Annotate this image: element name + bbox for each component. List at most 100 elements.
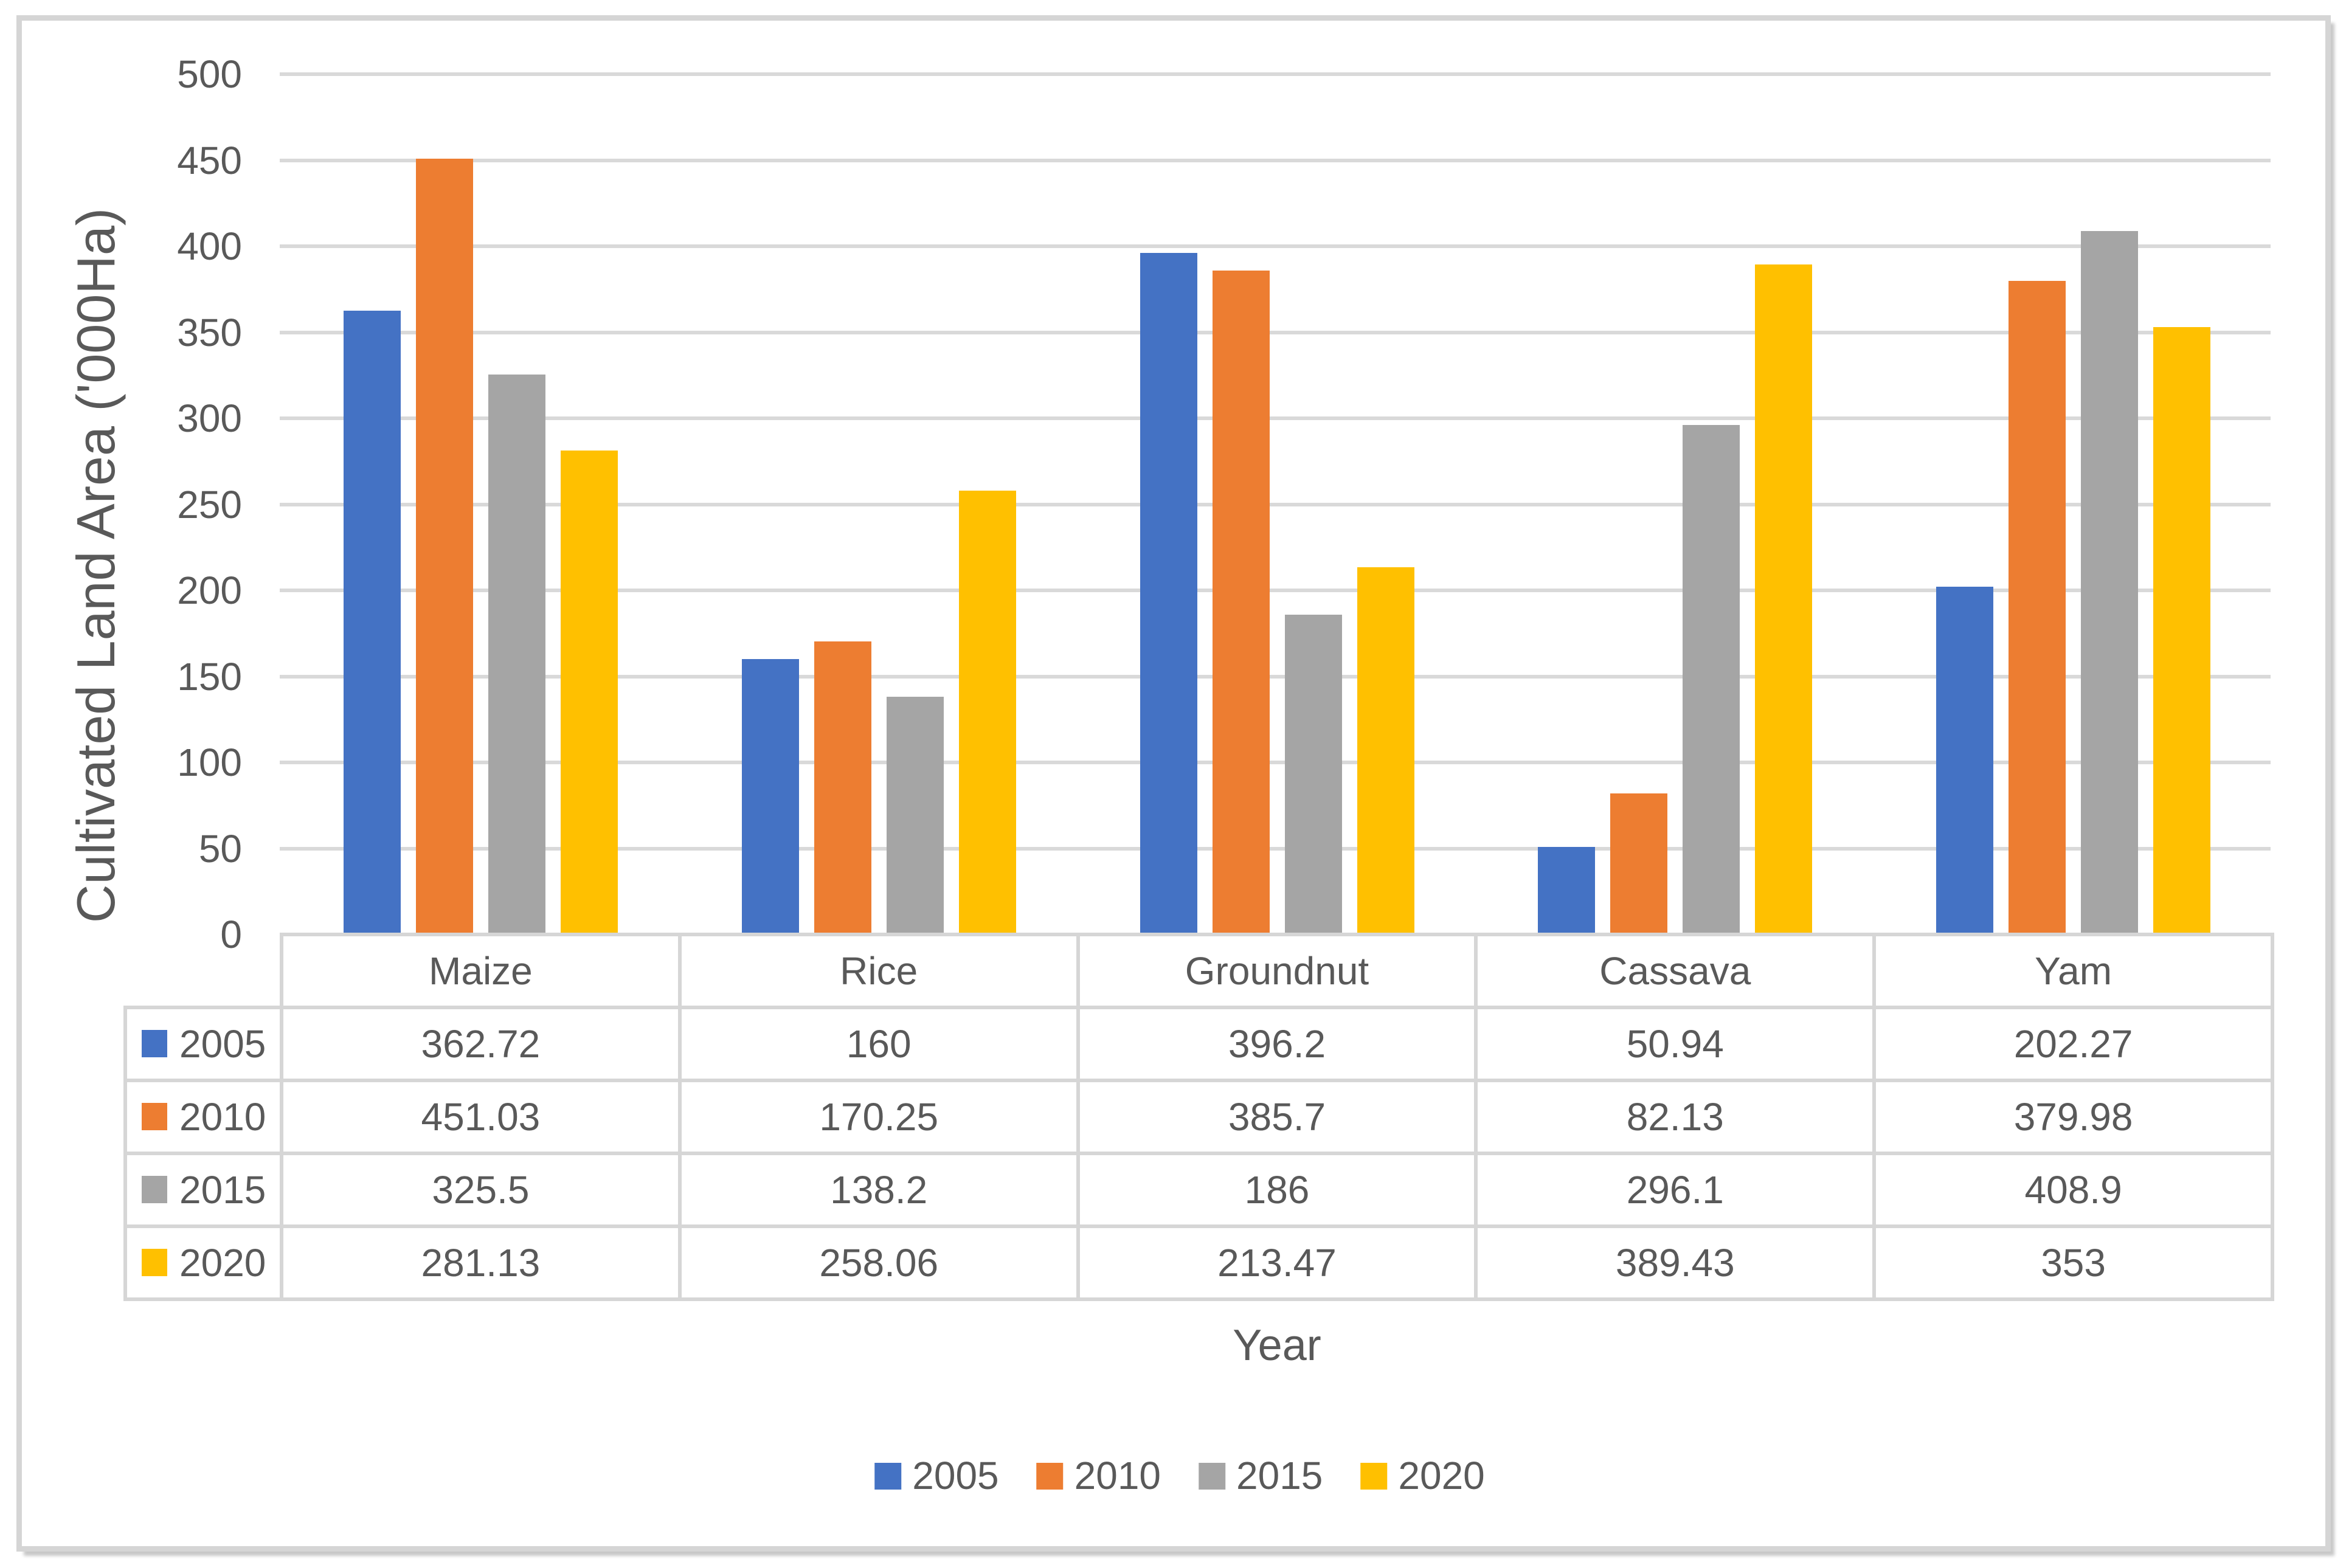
- table-cell-rice-2010: 170.25: [819, 1095, 939, 1139]
- table-cell-cassava-2010: 82.13: [1626, 1095, 1724, 1139]
- legend-swatch-icon: [1199, 1462, 1225, 1490]
- table-cell-yam-2020: 353: [2041, 1241, 2106, 1285]
- table-row-label-2020: 2020: [125, 1226, 282, 1299]
- legend-item-2015: 2015: [1199, 1454, 1323, 1497]
- gridline-350: [280, 330, 2271, 334]
- plot-area: [280, 72, 2271, 934]
- bar-groundnut-2010: [1212, 271, 1270, 934]
- table-cell-groundnut-2005: 396.2: [1228, 1022, 1326, 1066]
- table-row-year: 2020: [179, 1241, 266, 1285]
- bar-rice-2020: [958, 490, 1016, 934]
- bar-cassava-2015: [1683, 425, 1740, 934]
- y-tick-250: 250: [177, 482, 242, 527]
- bar-yam-2010: [2009, 280, 2066, 934]
- bar-maize-2020: [560, 451, 618, 934]
- table-cell-maize-2020: 281.13: [421, 1241, 541, 1285]
- table-row-border-2: [123, 1079, 2274, 1082]
- table-row-label-2005: 2005: [125, 1007, 282, 1080]
- table-row-label-2015: 2015: [125, 1153, 282, 1226]
- legend-item-2020: 2020: [1360, 1454, 1485, 1497]
- table-col-border-2: [1076, 933, 1080, 1301]
- legend-swatch-icon: [1360, 1462, 1388, 1490]
- gridline-250: [280, 502, 2271, 506]
- table-col-border-3: [1474, 933, 1478, 1301]
- table-cell-rice-2020: 258.06: [819, 1241, 939, 1285]
- gridline-150: [280, 674, 2271, 679]
- chart-legend: 2005 2010 2015 2020: [874, 1454, 1485, 1497]
- legend-label: 2015: [1236, 1454, 1323, 1497]
- y-tick-200: 200: [177, 568, 242, 612]
- bar-rice-2005: [741, 659, 799, 934]
- legend-item-2005: 2005: [874, 1454, 999, 1497]
- table-row-label-2010: 2010: [125, 1080, 282, 1153]
- table-cell-yam-2015: 408.9: [2024, 1168, 2122, 1212]
- legend-key-icon: [142, 1249, 167, 1276]
- bar-cassava-2020: [1755, 264, 1813, 934]
- table-row-border-4: [123, 1224, 2274, 1228]
- gridline-300: [280, 416, 2271, 420]
- table-cell-groundnut-2015: 186: [1244, 1168, 1310, 1212]
- gridline-200: [280, 589, 2271, 592]
- gridline-450: [280, 158, 2271, 162]
- table-row-year: 2005: [179, 1022, 266, 1066]
- table-cell-cassava-2020: 389.43: [1615, 1241, 1735, 1285]
- legend-swatch-icon: [1036, 1462, 1064, 1490]
- legend-label: 2020: [1398, 1454, 1485, 1497]
- table-cell-yam-2005: 202.27: [2013, 1022, 2133, 1066]
- table-col-border-0: [280, 933, 283, 1301]
- gridline-100: [280, 761, 2271, 764]
- table-cell-rice-2015: 138.2: [830, 1168, 928, 1212]
- table-header-groundnut: Groundnut: [1185, 949, 1369, 993]
- table-header-cassava: Cassava: [1599, 949, 1751, 993]
- legend-label: 2005: [912, 1454, 999, 1497]
- bar-cassava-2010: [1610, 793, 1668, 934]
- y-tick-0: 0: [220, 913, 242, 956]
- table-cell-cassava-2015: 296.1: [1626, 1168, 1724, 1212]
- table-top-border: [280, 933, 2274, 936]
- bar-maize-2010: [415, 158, 473, 934]
- table-cell-yam-2010: 379.98: [2013, 1095, 2133, 1139]
- legend-key-icon: [142, 1103, 167, 1130]
- y-tick-350: 350: [177, 310, 242, 354]
- legend-key-icon: [142, 1030, 167, 1057]
- table-col-border-1: [677, 933, 682, 1301]
- gridline-50: [280, 846, 2271, 851]
- table-row-year: 2010: [179, 1095, 266, 1139]
- y-tick-400: 400: [177, 224, 242, 268]
- x-axis-title: Year: [1233, 1321, 1321, 1370]
- table-cell-groundnut-2010: 385.7: [1228, 1095, 1326, 1139]
- table-col-border-4: [1872, 933, 1877, 1301]
- bar-rice-2010: [814, 641, 871, 934]
- table-keycol-left-border: [123, 1006, 127, 1301]
- table-row-border-1: [123, 1006, 2274, 1009]
- table-cell-maize-2010: 451.03: [421, 1095, 541, 1139]
- legend-key-icon: [142, 1176, 167, 1203]
- table-header-yam: Yam: [2035, 949, 2112, 993]
- bar-groundnut-2005: [1140, 252, 1197, 934]
- table-header-rice: Rice: [840, 949, 918, 993]
- bar-cassava-2005: [1538, 846, 1596, 934]
- y-tick-100: 100: [177, 741, 242, 784]
- bar-yam-2015: [2081, 230, 2139, 934]
- gridline-500: [280, 72, 2271, 76]
- table-row-year: 2015: [179, 1168, 266, 1212]
- table-cell-rice-2005: 160: [846, 1022, 912, 1066]
- bar-yam-2020: [2153, 327, 2211, 934]
- y-tick-50: 50: [198, 826, 242, 871]
- gridline-400: [280, 244, 2271, 248]
- table-cell-groundnut-2020: 213.47: [1217, 1241, 1337, 1285]
- bar-maize-2015: [488, 374, 545, 934]
- table-row-border-5: [123, 1297, 2274, 1301]
- table-cell-cassava-2005: 50.94: [1626, 1022, 1724, 1066]
- table-col-border-5: [2271, 933, 2274, 1301]
- bar-rice-2015: [886, 696, 944, 934]
- bar-groundnut-2020: [1357, 567, 1414, 934]
- figure-frame: [16, 15, 2331, 1552]
- legend-swatch-icon: [874, 1462, 902, 1490]
- y-tick-500: 500: [177, 52, 242, 96]
- table-cell-maize-2005: 362.72: [421, 1022, 541, 1066]
- bar-groundnut-2015: [1284, 614, 1342, 934]
- y-tick-450: 450: [177, 138, 242, 182]
- bar-maize-2005: [343, 310, 401, 934]
